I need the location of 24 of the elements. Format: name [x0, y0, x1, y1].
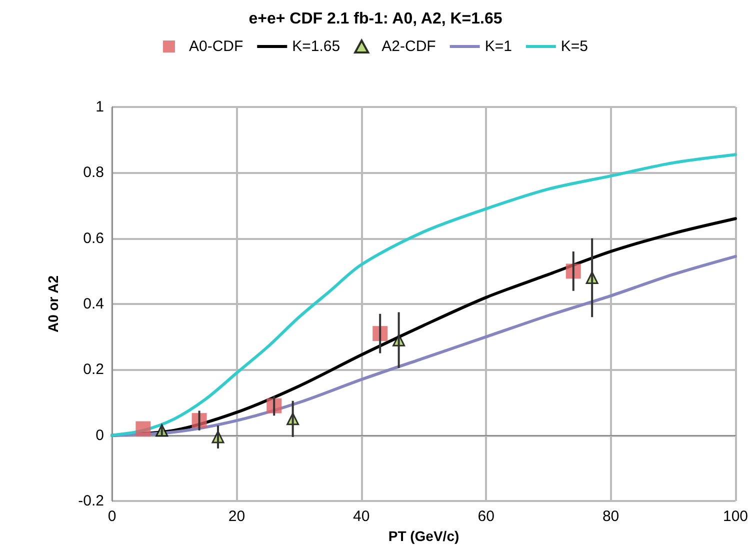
- y-tick-label: 0.6: [83, 230, 104, 247]
- y-tick-label: 0.2: [83, 361, 104, 378]
- chart-title: e+e+ CDF 2.1 fb-1: A0, A2, K=1.65: [248, 10, 502, 28]
- point: [136, 421, 151, 436]
- x-tick-label: 0: [108, 508, 116, 525]
- x-tick-label: 60: [478, 508, 494, 525]
- line-series: [110, 153, 737, 437]
- x-axis-title: PT (GeV/c): [388, 528, 460, 544]
- x-tick-label: 80: [602, 508, 620, 525]
- legend-label: A0-CDF: [188, 38, 244, 55]
- y-tick-label: 1: [96, 98, 104, 116]
- y-axis-title: A0 or A2: [45, 275, 61, 333]
- y-tick-label: 0: [96, 426, 104, 444]
- y-tick-label: 0.8: [83, 164, 104, 182]
- line-series: [110, 254, 737, 437]
- y-tick-label: -0.2: [78, 492, 104, 510]
- legend-label: K=1.65: [292, 38, 340, 55]
- legend-label: A2-CDF: [382, 38, 436, 55]
- x-tick-label: 40: [353, 508, 370, 525]
- x-tick-label: 20: [228, 508, 246, 525]
- legend-label: K=1: [484, 38, 512, 55]
- x-tick-label: 100: [722, 508, 748, 525]
- y-tick-label: 0.4: [83, 296, 104, 312]
- legend-label: K=5: [560, 38, 588, 55]
